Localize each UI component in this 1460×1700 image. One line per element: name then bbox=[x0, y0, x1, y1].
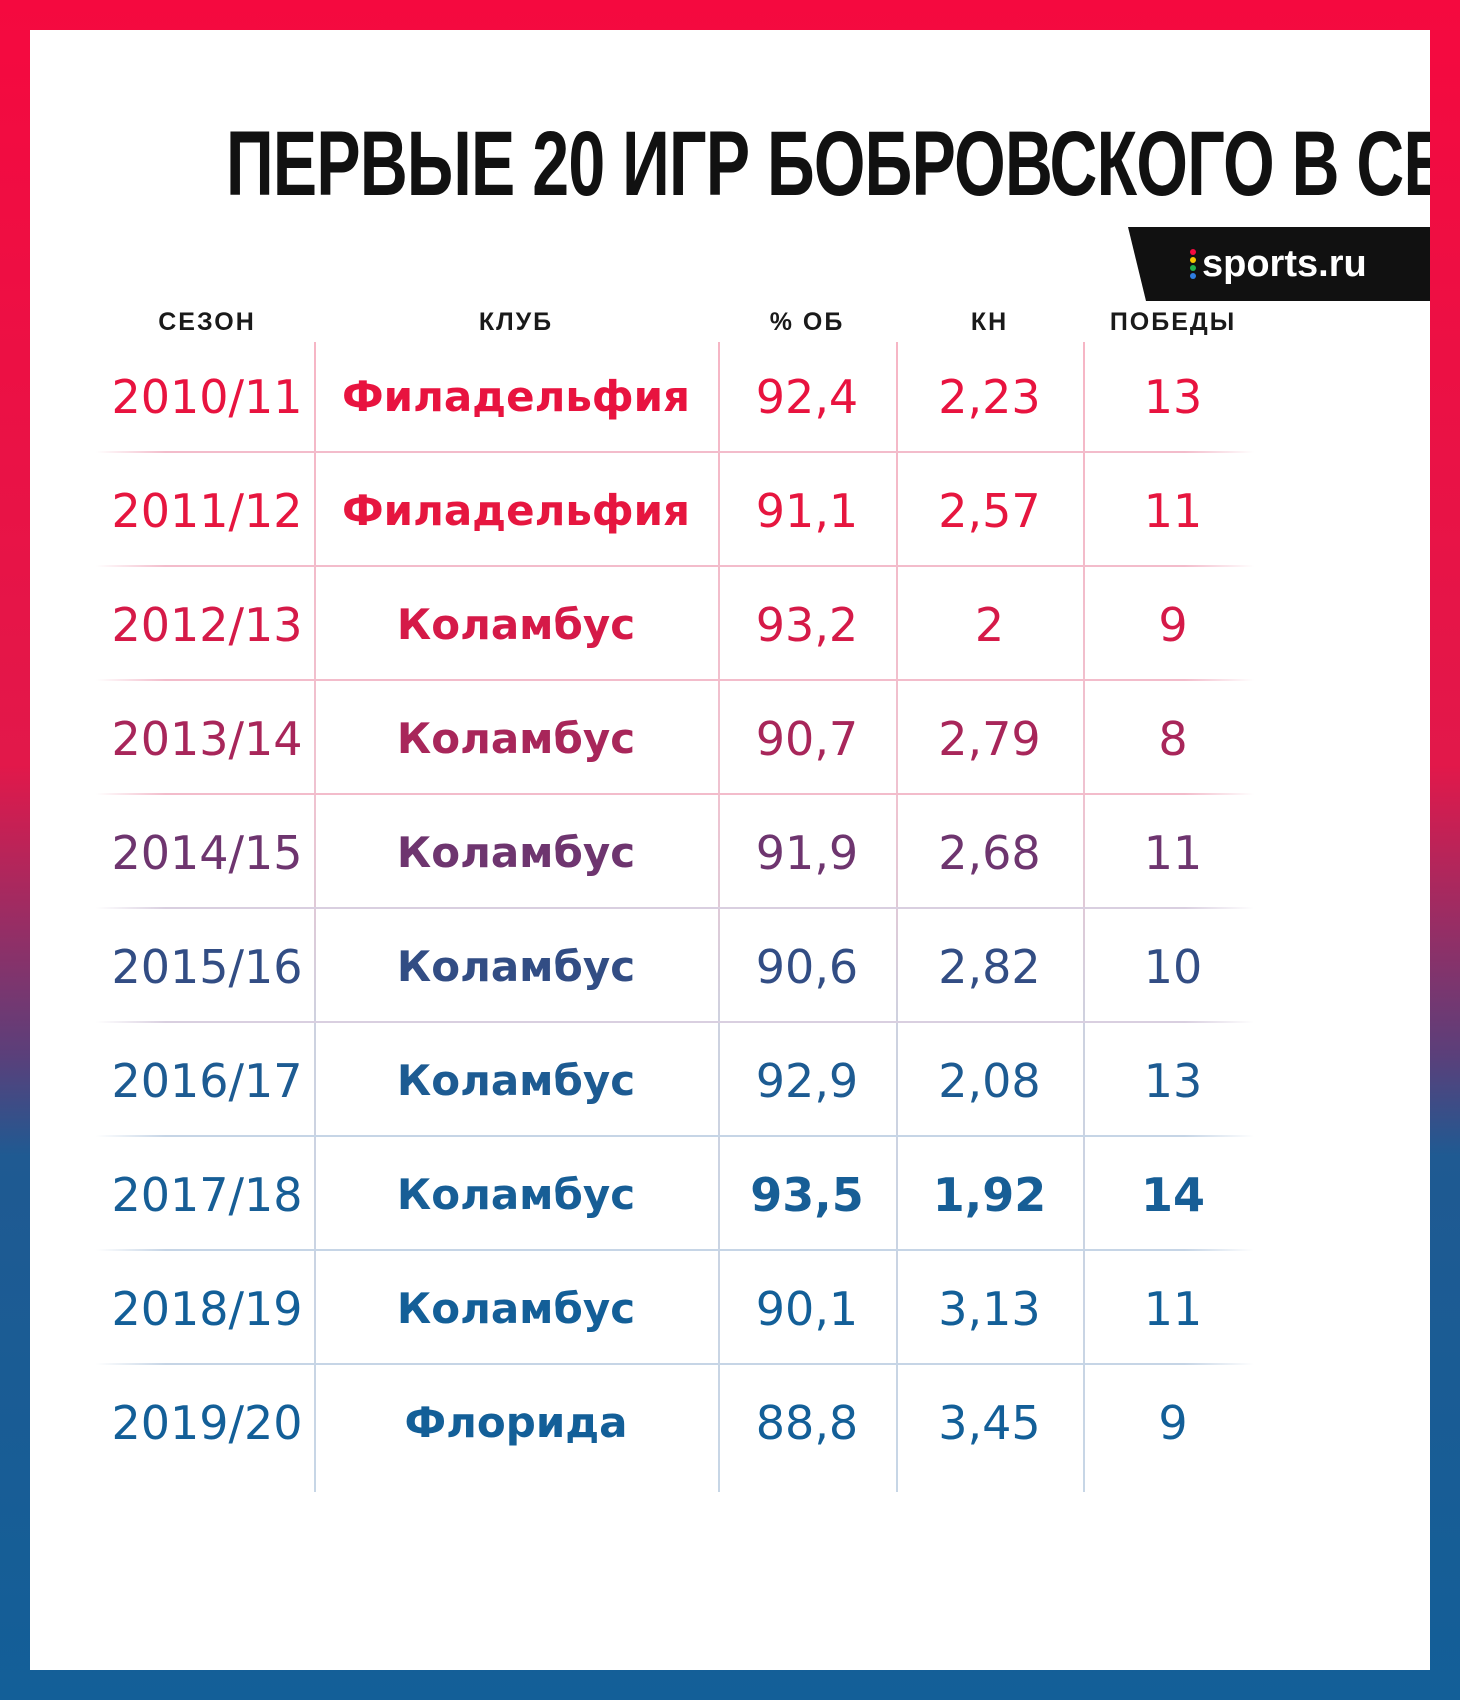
club-cell: Филадельфия bbox=[342, 372, 690, 421]
row-divider bbox=[96, 679, 1254, 681]
wins-cell: 9 bbox=[1158, 1396, 1188, 1450]
season-cell: 2012/13 bbox=[111, 598, 303, 652]
header-wins: ПОБЕДЫ bbox=[1109, 308, 1237, 336]
column-divider bbox=[1083, 342, 1085, 1492]
sports-ru-logo: sports.ru bbox=[1190, 239, 1367, 289]
club-cell: Коламбус bbox=[396, 600, 636, 649]
wins-cell: 11 bbox=[1143, 826, 1203, 880]
row-divider bbox=[96, 793, 1254, 795]
logo-text: sports.ru bbox=[1202, 242, 1367, 285]
header-gaa: КН bbox=[970, 308, 1009, 336]
wins-cell: 9 bbox=[1158, 598, 1188, 652]
row-divider bbox=[96, 1249, 1254, 1251]
save-pct-cell: 88,8 bbox=[755, 1396, 859, 1450]
save-pct-cell: 90,7 bbox=[755, 712, 859, 766]
row-divider bbox=[96, 1021, 1254, 1023]
season-cell: 2016/17 bbox=[111, 1054, 303, 1108]
club-cell: Коламбус bbox=[396, 714, 636, 763]
logo-dots-icon bbox=[1190, 248, 1196, 280]
save-pct-cell: 93,5 bbox=[750, 1168, 864, 1222]
wins-cell: 13 bbox=[1143, 1054, 1203, 1108]
gaa-cell: 2,79 bbox=[938, 712, 1041, 766]
column-divider bbox=[718, 342, 720, 1492]
gaa-cell: 3,45 bbox=[938, 1396, 1041, 1450]
gaa-cell: 2,08 bbox=[938, 1054, 1041, 1108]
season-cell: 2019/20 bbox=[111, 1396, 303, 1450]
season-cell: 2010/11 bbox=[111, 370, 303, 424]
column-divider bbox=[896, 342, 898, 1492]
gaa-cell: 2 bbox=[974, 598, 1005, 652]
season-cell: 2014/15 bbox=[111, 826, 303, 880]
row-divider bbox=[96, 1135, 1254, 1137]
club-cell: Коламбус bbox=[396, 828, 636, 877]
club-cell: Коламбус bbox=[396, 1056, 636, 1105]
save-pct-cell: 92,9 bbox=[755, 1054, 859, 1108]
gaa-cell: 2,57 bbox=[938, 484, 1041, 538]
gaa-cell: 2,68 bbox=[938, 826, 1041, 880]
gaa-cell: 1,92 bbox=[932, 1168, 1047, 1222]
gaa-cell: 2,23 bbox=[938, 370, 1041, 424]
save-pct-cell: 93,2 bbox=[755, 598, 859, 652]
club-cell: Филадельфия bbox=[342, 486, 690, 535]
header-season: СЕЗОН bbox=[158, 308, 256, 336]
row-divider bbox=[96, 907, 1254, 909]
club-cell: Коламбус bbox=[396, 1170, 636, 1219]
club-cell: Коламбус bbox=[396, 942, 636, 991]
season-cell: 2013/14 bbox=[111, 712, 303, 766]
save-pct-cell: 90,6 bbox=[755, 940, 859, 994]
row-divider bbox=[96, 1363, 1254, 1365]
save-pct-cell: 92,4 bbox=[755, 370, 859, 424]
wins-cell: 11 bbox=[1143, 1282, 1203, 1336]
page-title: ПЕРВЫЕ 20 ИГР БОБРОВСКОГО В СЕЗОНЕ bbox=[225, 113, 1430, 215]
row-divider bbox=[96, 565, 1254, 567]
club-cell: Флорида bbox=[404, 1398, 628, 1447]
wins-cell: 10 bbox=[1143, 940, 1203, 994]
header-club: КЛУБ bbox=[478, 308, 554, 336]
gaa-cell: 2,82 bbox=[938, 940, 1041, 994]
gaa-cell: 3,13 bbox=[938, 1282, 1041, 1336]
wins-cell: 8 bbox=[1158, 712, 1188, 766]
season-cell: 2011/12 bbox=[111, 484, 303, 538]
season-cell: 2015/16 bbox=[111, 940, 303, 994]
wins-cell: 13 bbox=[1143, 370, 1203, 424]
column-divider bbox=[314, 342, 316, 1492]
infographic-card: ПЕРВЫЕ 20 ИГР БОБРОВСКОГО В СЕЗОНЕ sport… bbox=[30, 30, 1430, 1670]
logo-band bbox=[1128, 227, 1430, 301]
wins-cell: 11 bbox=[1143, 484, 1203, 538]
save-pct-cell: 91,1 bbox=[755, 484, 859, 538]
row-divider bbox=[96, 451, 1254, 453]
header-save-pct: % ОБ bbox=[769, 308, 845, 336]
wins-cell: 14 bbox=[1140, 1168, 1205, 1222]
save-pct-cell: 90,1 bbox=[755, 1282, 859, 1336]
club-cell: Коламбус bbox=[396, 1284, 636, 1333]
season-cell: 2018/19 bbox=[111, 1282, 303, 1336]
save-pct-cell: 91,9 bbox=[755, 826, 859, 880]
season-cell: 2017/18 bbox=[111, 1168, 303, 1222]
